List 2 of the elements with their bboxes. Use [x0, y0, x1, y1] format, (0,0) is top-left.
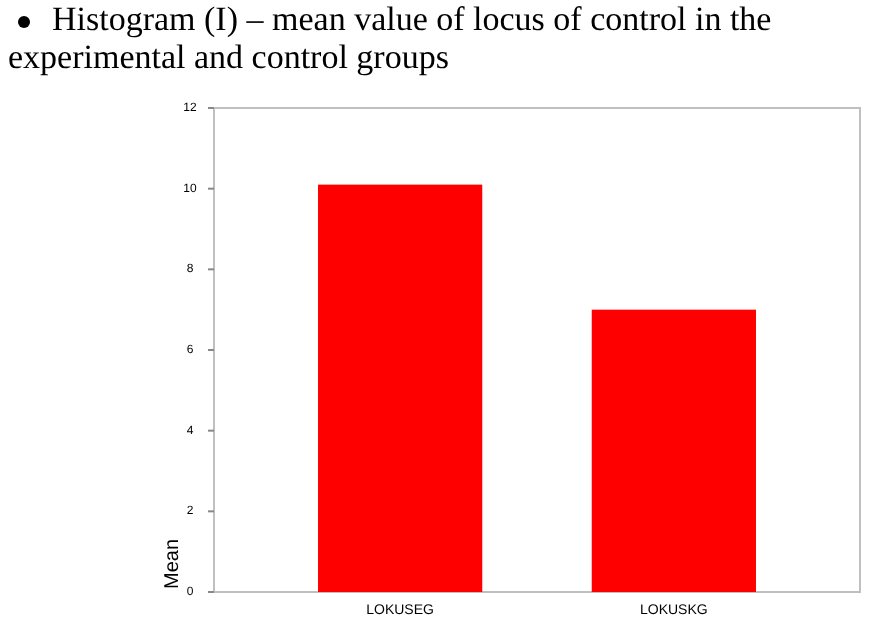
y-axis-title: Mean [162, 538, 184, 590]
chart-title: Histogram (I) – mean value of locus of control in the experimental and control groups [6, 0, 774, 76]
